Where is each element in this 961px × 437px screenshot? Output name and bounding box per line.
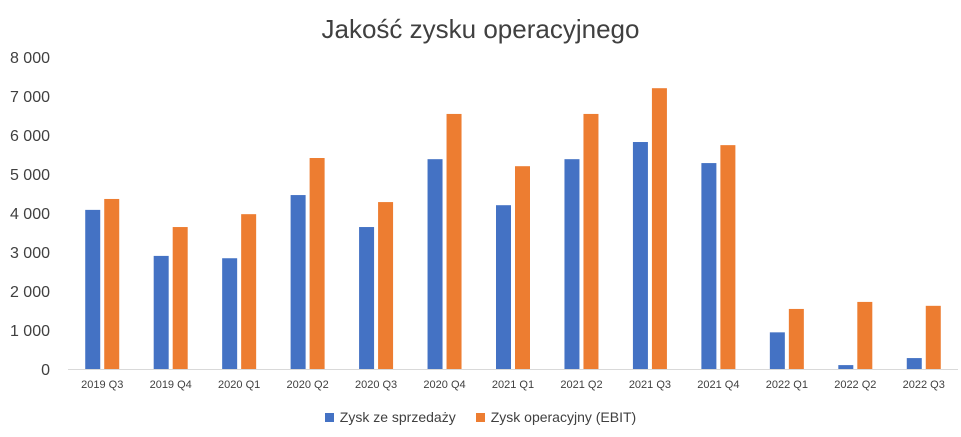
bar-ebit [651, 88, 667, 369]
bar-ebit [309, 158, 325, 369]
legend-swatch-sales-profit [324, 412, 334, 422]
bar-sales-profit [427, 159, 443, 369]
bar-sales-profit [564, 159, 580, 369]
bar-ebit [172, 227, 188, 369]
bar-sales-profit [632, 142, 648, 369]
x-tick-label: 2019 Q4 [150, 379, 192, 391]
x-tick-label: 2021 Q4 [697, 379, 739, 391]
bar-sales-profit [496, 205, 511, 369]
y-axis: 0 1 000 2 000 3 000 4 000 5 000 6 000 7 000 8 00… [10, 50, 50, 379]
x-tick-label: 2022 Q1 [766, 379, 808, 391]
bar-ebit [241, 214, 257, 369]
x-tick-label: 2021 Q1 [492, 379, 534, 391]
y-tick-label: 4 000 [10, 206, 50, 223]
x-tick-label: 2021 Q2 [560, 379, 602, 391]
y-tick-label: 5 000 [10, 167, 50, 184]
x-tick-label: 2022 Q3 [903, 379, 945, 391]
bar-ebit [925, 305, 941, 369]
bar-ebit [720, 145, 736, 369]
legend-label-sales-profit: Zysk ze sprzedaży [339, 409, 456, 425]
y-tick-label: 3 000 [10, 245, 50, 262]
bar-ebit [583, 113, 599, 369]
x-tick-label: 2020 Q3 [355, 379, 397, 391]
legend-swatch-ebit [475, 412, 485, 422]
bar-ebit [104, 198, 120, 369]
bar-sales-profit [769, 332, 785, 369]
x-tick-label: 2022 Q2 [834, 379, 876, 391]
bar-ebit [788, 308, 804, 369]
x-axis: 2019 Q3 2019 Q4 2020 Q1 2020 Q2 2020 Q3 2020 … [81, 379, 945, 391]
chart-title: Jakość zysku operacyjnego [321, 14, 640, 44]
x-tick-label: 2020 Q1 [218, 379, 260, 391]
legend-item-sales-profit: Zysk ze sprzedaży [324, 409, 456, 425]
y-tick-label: 0 [41, 362, 50, 379]
bar-sales-profit [701, 163, 717, 369]
y-tick-label: 2 000 [10, 284, 50, 301]
bar-sales-profit [222, 258, 238, 369]
legend-item-ebit: Zysk operacyjny (EBIT) [475, 409, 637, 425]
bar-sales-profit [153, 255, 169, 369]
bars [85, 88, 941, 369]
bar-sales-profit [290, 195, 306, 369]
y-tick-label: 8 000 [10, 50, 50, 67]
y-tick-label: 7 000 [10, 89, 50, 106]
y-tick-label: 1 000 [10, 323, 50, 340]
y-tick-label: 6 000 [10, 128, 50, 145]
bar-ebit [378, 202, 394, 369]
x-tick-label: 2020 Q4 [423, 379, 465, 391]
bar-ebit [857, 301, 873, 369]
bar-sales-profit [906, 358, 922, 369]
x-tick-label: 2020 Q2 [287, 379, 329, 391]
bar-sales-profit [838, 365, 854, 369]
legend-label-ebit: Zysk operacyjny (EBIT) [490, 409, 637, 425]
bar-sales-profit [85, 209, 101, 369]
bar-ebit [515, 166, 530, 369]
legend: Zysk ze sprzedaży Zysk operacyjny (EBIT) [0, 409, 961, 425]
bar-ebit [446, 113, 462, 369]
x-tick-label: 2019 Q3 [81, 379, 123, 391]
bar-sales-profit [359, 227, 375, 369]
x-tick-label: 2021 Q3 [629, 379, 671, 391]
bar-chart: 0 1 000 2 000 3 000 4 000 5 000 6 000 7 000 8 00… [10, 50, 958, 391]
